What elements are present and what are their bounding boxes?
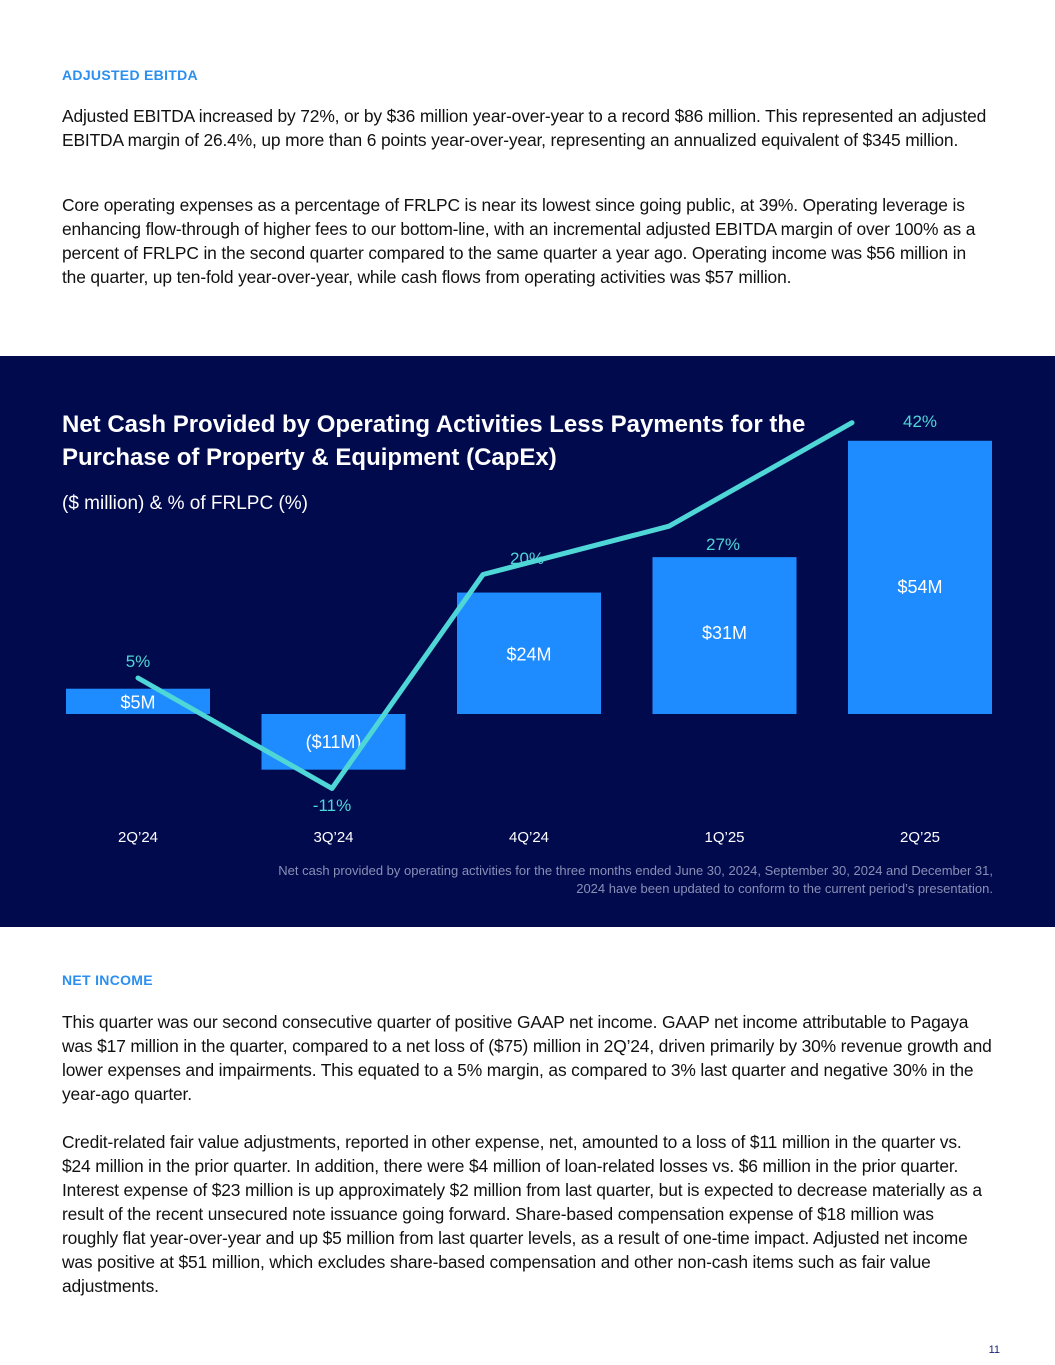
- bar-labels-layer: $5M ($11M) $24M $31M $54M: [120, 577, 942, 752]
- x-axis-ticks: 2Q’24 3Q’24 4Q’24 1Q’25 2Q’25: [118, 829, 940, 846]
- line-layer: [135, 420, 855, 791]
- net-income-heading: NET INCOME: [62, 972, 153, 988]
- pct-label: 20%: [510, 549, 544, 568]
- pct-label: 5%: [126, 652, 151, 671]
- bar-3: [652, 557, 797, 714]
- page-number: 11: [988, 1344, 1000, 1356]
- bar-value-label: $24M: [506, 645, 551, 665]
- bar-4: [848, 440, 992, 714]
- adjusted-ebitda-paragraph-1: Adjusted EBITDA increased by 72%, or by …: [62, 106, 987, 150]
- x-tick-label: 4Q’24: [509, 829, 549, 846]
- x-tick-label: 2Q’24: [118, 829, 158, 846]
- chart-canvas: $5M ($11M) $24M $31M $54M 5% -11% 20% 27% 42% 2Q…: [66, 412, 992, 846]
- chart-title: Net Cash Provided by Operating Activitie…: [62, 411, 806, 471]
- net-income-paragraph-1: This quarter was our second consecutive …: [62, 1012, 992, 1104]
- x-tick-label: 3Q’24: [313, 829, 353, 846]
- adjusted-ebitda-paragraph-2: Core operating expenses as a percentage …: [62, 195, 976, 287]
- line-labels-layer: 5% -11% 20% 27% 42%: [126, 412, 937, 815]
- bar-value-label: $54M: [897, 577, 942, 597]
- net-income-paragraph-2: Credit-related fair value adjustments, r…: [62, 1132, 982, 1296]
- bar-0: [66, 688, 210, 714]
- chart-panel: $5M ($11M) $24M $31M $54M 5% -11% 20% 27% 42% 2Q…: [0, 356, 1055, 927]
- bars-layer: [66, 440, 992, 770]
- pct-label: -11%: [313, 796, 351, 815]
- x-tick-label: 2Q’25: [900, 829, 940, 846]
- pct-label: 27%: [706, 535, 740, 554]
- bar-value-label: ($11M): [306, 732, 362, 752]
- bar-2: [457, 592, 601, 714]
- chart-footnote: Net cash provided by operating activitie…: [278, 863, 993, 896]
- chart-subtitle: ($ million) & % of FRLPC (%): [62, 493, 308, 514]
- adjusted-ebitda-heading: ADJUSTED EBITDA: [62, 67, 198, 83]
- pct-label: 42%: [903, 412, 937, 431]
- bar-value-label: $31M: [702, 623, 747, 643]
- bar-value-label: $5M: [120, 692, 155, 712]
- x-tick-label: 1Q’25: [704, 829, 744, 846]
